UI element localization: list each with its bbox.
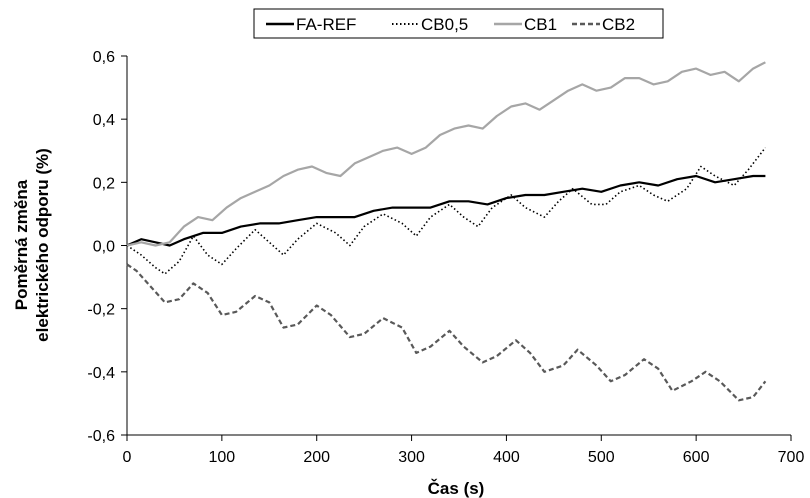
legend-label-cb05: CB0,5 [421,15,468,34]
y-tick-label: 0,0 [93,239,115,256]
legend-label-fa-ref: FA-REF [296,15,356,34]
legend-box [253,8,664,39]
x-tick-label: 400 [493,449,520,466]
y-axis-title-line-1: Poměrná změna [12,179,31,310]
y-tick-label: -0,4 [87,365,115,382]
y-tick-label: 0,2 [93,175,115,192]
legend-label-cb2: CB2 [602,15,635,34]
x-axis-title: Čas (s) [428,479,485,498]
x-tick-label: 100 [209,449,236,466]
x-tick-label: 600 [683,449,710,466]
y-tick-label: 0,6 [93,49,115,66]
axes [121,55,792,441]
tick-labels: 0 100 200 300 400 500 600 700 -0,6 -0,4 -0,2 0,0 0,2… [87,49,804,466]
x-tick-label: 300 [398,449,425,466]
series-line-fa-ref [126,174,766,247]
x-tick-label: 500 [588,449,615,466]
x-tick-label: 700 [778,449,805,466]
series-line-cb1 [126,61,766,247]
y-axis-title-line-2: elektrického odporu (%) [33,148,52,342]
y-tick-label: 0,4 [93,112,115,129]
x-tick-label: 200 [303,449,330,466]
legend: FA-REF CB0,5 CB1 CB2 [253,8,664,39]
y-tick-label: -0,6 [87,428,115,445]
series-line-cb2 [126,263,767,402]
x-tick-label: 0 [123,449,132,466]
y-tick-label: -0,2 [87,302,115,319]
legend-label-cb1: CB1 [524,15,557,34]
series-layer [126,61,767,402]
